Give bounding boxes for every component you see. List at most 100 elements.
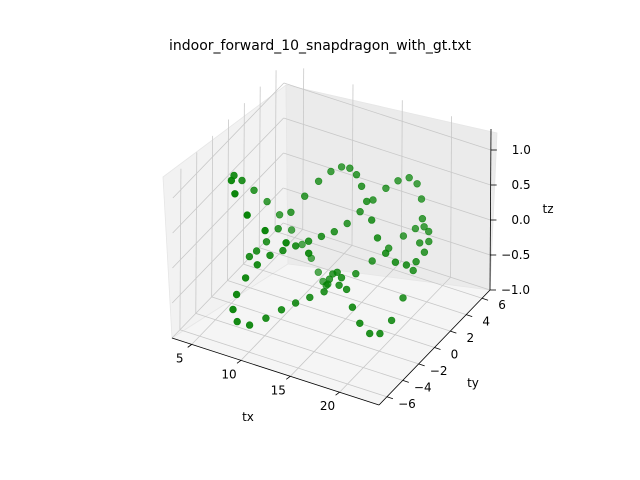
data-point <box>335 281 343 289</box>
x-tick-label: 15 <box>271 383 286 397</box>
data-point <box>233 317 241 326</box>
data-point <box>253 261 261 269</box>
data-point <box>399 232 408 240</box>
data-point <box>425 237 433 246</box>
data-point <box>368 257 376 265</box>
x-axis-label: tx <box>242 410 254 424</box>
data-point <box>229 305 237 314</box>
data-point <box>245 321 254 329</box>
y-gridline-left <box>258 86 261 248</box>
data-point <box>409 266 417 275</box>
data-point <box>277 306 286 314</box>
z-gridline-back <box>283 117 491 186</box>
data-point <box>413 180 421 188</box>
data-point <box>346 164 354 172</box>
x-tick-label: 5 <box>176 351 184 365</box>
data-point <box>327 167 335 176</box>
x-tick-mark <box>286 375 291 380</box>
data-point <box>333 268 341 276</box>
y-tick-mark <box>402 379 409 383</box>
data-point <box>314 177 323 186</box>
data-point <box>425 227 433 236</box>
y-gridline-left <box>195 152 198 314</box>
y-axis-label: ty <box>467 376 479 390</box>
x-gridline-back <box>351 84 354 246</box>
data-point <box>411 224 420 233</box>
data-point <box>287 226 296 234</box>
data-point <box>241 274 250 282</box>
data-point <box>266 251 274 260</box>
data-point <box>262 314 270 322</box>
x-tick-mark <box>236 360 242 364</box>
y-tick-label: −4 <box>414 380 432 394</box>
data-point <box>373 234 382 242</box>
x-gridline-back <box>450 116 452 278</box>
data-points <box>227 163 433 338</box>
data-point <box>306 293 314 302</box>
y-tick-mark <box>434 347 441 350</box>
y-gridline-floor <box>179 329 388 398</box>
data-point <box>263 197 271 206</box>
data-point <box>274 225 282 233</box>
data-point <box>279 246 287 255</box>
data-point <box>402 261 411 269</box>
data-point <box>282 239 290 247</box>
z-gridline-back <box>283 187 491 256</box>
data-point <box>342 285 351 294</box>
x-gridline-back <box>302 68 305 230</box>
data-point <box>337 163 346 171</box>
data-point <box>412 258 420 266</box>
z-tick-label: −0.5 <box>501 248 530 262</box>
x-axis-line <box>171 337 380 406</box>
y-gridline-left <box>227 119 229 281</box>
y-gridline-left <box>211 135 214 297</box>
y-gridline-left <box>179 168 182 330</box>
data-point <box>382 184 390 193</box>
data-point <box>301 192 309 200</box>
y-gridline-floor <box>259 247 467 316</box>
data-point <box>291 299 300 307</box>
data-point <box>227 176 236 185</box>
data-point <box>343 219 351 228</box>
y-gridline-floor <box>195 312 403 381</box>
data-point <box>305 249 313 258</box>
data-point <box>231 190 239 198</box>
y-tick-mark <box>418 363 425 367</box>
data-point <box>420 223 428 231</box>
z-gridline-back <box>283 82 491 151</box>
y-tick-mark <box>386 396 394 400</box>
data-point <box>420 248 429 256</box>
data-point <box>368 216 376 224</box>
data-point <box>330 228 338 236</box>
data-point <box>232 290 241 299</box>
data-point <box>376 329 384 338</box>
data-point <box>252 247 261 255</box>
data-point <box>356 208 364 216</box>
data-point <box>238 176 246 185</box>
y-tick-label: −2 <box>430 364 448 378</box>
data-point <box>391 258 400 266</box>
y-gridline-left <box>274 70 277 232</box>
data-point <box>317 232 326 241</box>
data-point <box>399 294 407 302</box>
y-tick-label: −6 <box>398 397 416 411</box>
z-tick-label: 1.0 <box>512 143 531 157</box>
data-point <box>405 174 413 182</box>
y-tick-mark <box>466 314 473 318</box>
data-point <box>298 240 306 249</box>
z-gridline-left <box>172 152 284 269</box>
data-point <box>387 316 396 325</box>
data-point <box>363 197 371 206</box>
data-point <box>243 211 251 219</box>
x-tick-mark <box>187 344 192 348</box>
data-point <box>320 288 328 296</box>
z-axis-line <box>489 128 492 291</box>
data-point <box>416 239 424 247</box>
data-point <box>304 237 313 245</box>
y-tick-label: 0 <box>451 348 459 362</box>
y-tick-mark <box>481 297 489 301</box>
y-tick-label: 2 <box>467 331 475 345</box>
data-point <box>417 195 426 203</box>
z-gridline-left <box>171 187 284 304</box>
